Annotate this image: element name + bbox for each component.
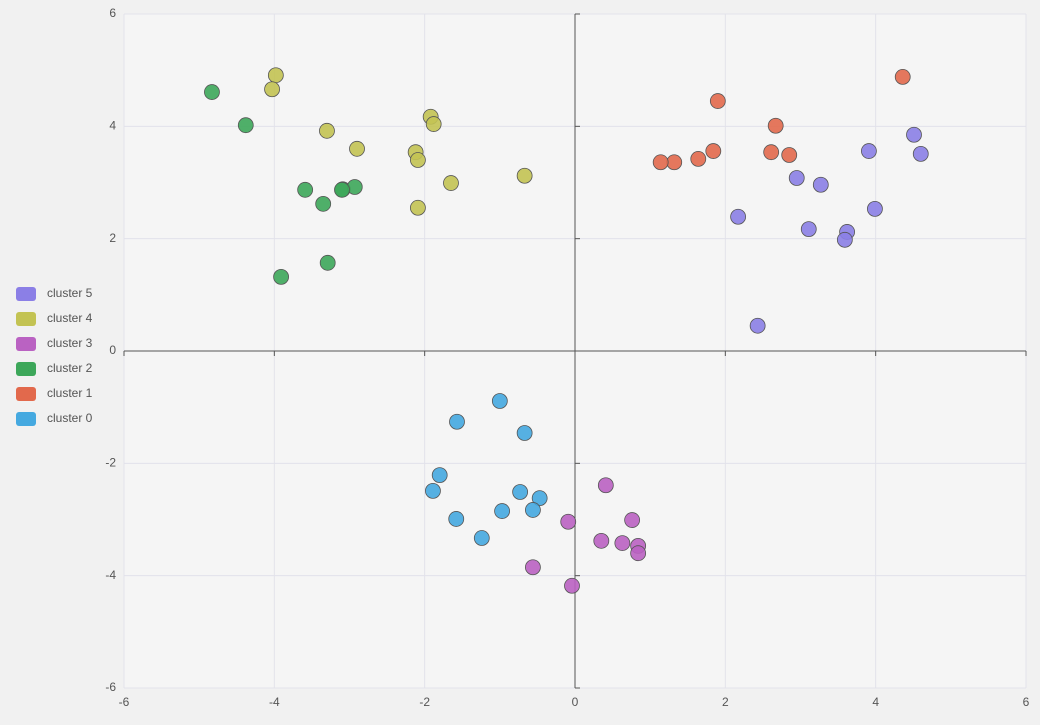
point [705,143,722,159]
point [346,179,363,195]
point [614,535,631,551]
legend-swatch [16,362,36,376]
point [564,577,580,594]
point [861,143,877,159]
point [630,545,647,562]
x-tick-label: 0 [572,695,579,709]
legend-label: cluster 0 [47,411,93,425]
point [443,175,459,191]
x-tick-label: 4 [872,695,879,709]
legend-label: cluster 5 [47,286,93,300]
point [788,170,805,186]
legend-swatch [16,412,36,426]
point [237,117,254,134]
point [781,147,798,163]
point [410,152,426,168]
point [652,154,669,171]
point [690,151,707,167]
point [273,268,289,285]
point [315,195,332,212]
point [516,425,533,441]
point [836,231,853,248]
x-tick-label: 6 [1023,695,1030,709]
legend-label: cluster 4 [47,311,93,325]
point [767,117,784,134]
point [267,67,284,84]
point [448,511,465,527]
point [264,81,280,98]
point [425,116,442,132]
y-tick-label: -4 [105,568,116,582]
y-tick-label: -2 [105,456,116,470]
point [425,482,441,499]
point [410,199,426,216]
y-tick-label: 4 [109,119,116,133]
point [494,503,510,519]
x-tick-label: 2 [722,695,729,709]
point [516,167,533,184]
point [525,502,541,518]
point [560,513,577,530]
y-tick-label: 6 [109,6,116,20]
y-tick-label: -6 [105,680,116,694]
point [297,181,314,198]
point [812,176,829,193]
legend-label: cluster 2 [47,361,93,375]
legend-swatch [16,337,36,351]
point [491,393,508,409]
point [431,467,448,484]
y-tick-label: 2 [109,231,116,245]
x-tick-label: -6 [119,695,130,709]
point [709,93,726,109]
legend-label: cluster 3 [47,336,93,350]
point [531,490,548,507]
legend-label: cluster 1 [47,386,93,400]
point [867,200,883,217]
point [349,140,365,157]
point [763,144,780,161]
x-tick-label: -4 [269,695,280,709]
point [749,317,766,334]
point [512,484,529,500]
point [525,559,541,576]
point [204,84,220,100]
point [449,413,465,430]
legend-swatch [16,387,36,401]
legend-swatch [16,287,36,301]
point [730,208,747,225]
legend-swatch [16,312,36,326]
point [906,126,922,143]
point [319,254,336,271]
point [319,122,335,139]
point [894,69,911,85]
point [800,221,817,238]
y-tick-label: 0 [109,343,116,357]
point [912,145,929,162]
point [473,530,490,546]
point [666,154,683,171]
point [597,477,614,494]
point [593,532,610,549]
x-tick-label: -2 [419,695,430,709]
point [334,181,350,198]
point [624,512,641,528]
